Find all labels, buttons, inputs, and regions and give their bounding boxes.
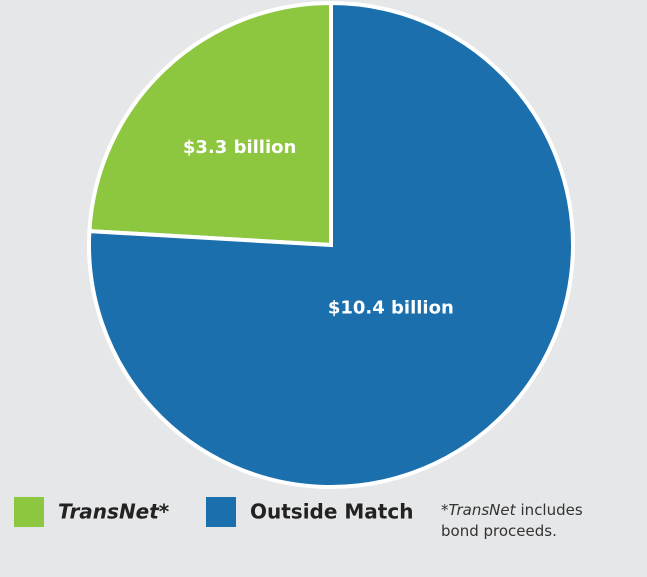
legend-label: Outside Match — [250, 500, 413, 524]
legend-swatch — [14, 497, 44, 527]
legend: TransNet* Outside Match — [14, 497, 413, 527]
footnote-text: bond proceeds. — [441, 522, 557, 540]
slice-label: $10.4 billion — [328, 297, 454, 318]
footnote-text: includes — [521, 501, 583, 519]
pie-slice — [87, 0, 575, 489]
pie: $3.3 billion $10.4 billion — [87, 0, 575, 489]
legend-label: TransNet* — [58, 500, 170, 524]
footnote-name: TransNet — [449, 501, 517, 519]
pie-slice — [87, 0, 333, 248]
slice-label: $3.3 billion — [183, 137, 296, 158]
legend-swatch — [206, 497, 236, 527]
footnote: *TransNet includes bond proceeds. — [441, 501, 587, 540]
footnote-star: * — [441, 501, 449, 519]
